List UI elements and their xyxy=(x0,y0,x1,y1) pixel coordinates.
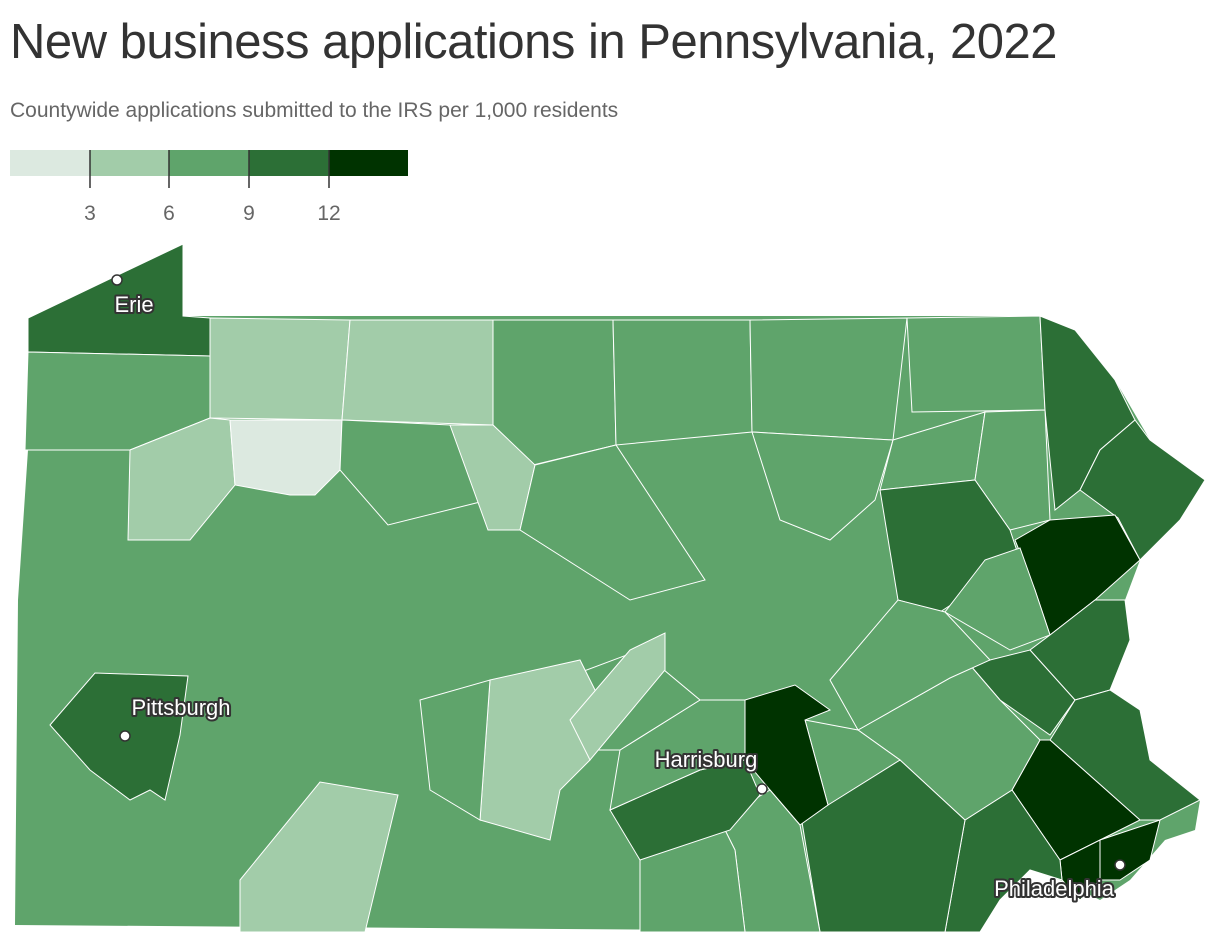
county-allegheny xyxy=(49,672,189,801)
county-elk xyxy=(229,419,343,496)
county-lackawanna xyxy=(974,409,1051,531)
county-warren xyxy=(209,317,351,421)
legend-tick-label: 12 xyxy=(317,202,340,225)
county-erie xyxy=(27,243,211,357)
legend-bin-1 xyxy=(10,150,90,176)
legend-bin-3 xyxy=(169,150,249,176)
county-huntingdon xyxy=(479,659,601,841)
county-lycoming xyxy=(519,444,706,601)
legend-tick-label: 3 xyxy=(84,202,96,225)
legend-bin-2 xyxy=(90,150,169,176)
county-centre-ridge xyxy=(569,632,666,761)
legend-bin-4 xyxy=(249,150,329,176)
county-cameron xyxy=(339,419,489,526)
page-title: New business applications in Pennsylvani… xyxy=(10,15,1058,69)
county-susquehanna xyxy=(906,315,1046,413)
county-dauphin xyxy=(744,684,832,826)
county-bradford xyxy=(749,317,908,441)
county-chester xyxy=(944,789,1063,933)
page-subtitle: Countywide applications submitted to the… xyxy=(10,99,619,122)
legend-bin-5 xyxy=(329,150,408,176)
county-sullivan xyxy=(751,431,894,541)
county-tioga xyxy=(612,319,753,446)
county-mckean xyxy=(341,319,494,426)
county-bedford xyxy=(239,781,399,933)
legend-tick-label: 9 xyxy=(243,202,255,225)
legend-tick-label: 6 xyxy=(163,202,175,225)
county-blair xyxy=(419,679,491,821)
color-legend: 3 6 9 12 xyxy=(10,150,408,225)
